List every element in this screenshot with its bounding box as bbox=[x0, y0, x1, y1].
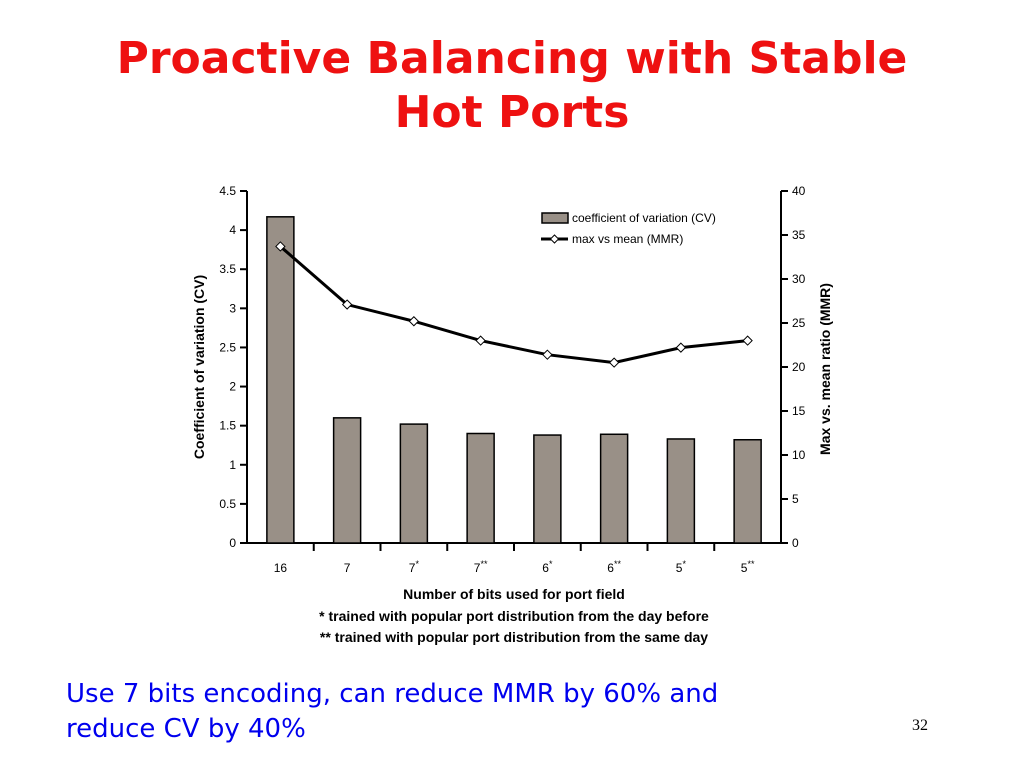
right-tick-label: 20 bbox=[792, 360, 806, 374]
left-tick-label: 4 bbox=[229, 223, 236, 237]
left-tick-label: 3.5 bbox=[219, 262, 236, 276]
mmr-point bbox=[275, 241, 286, 252]
mmr-point bbox=[475, 335, 486, 346]
left-tick-label: 0 bbox=[229, 536, 236, 550]
caption-line-1: Use 7 bits encoding, can reduce MMR by 6… bbox=[66, 679, 719, 709]
cv-bar bbox=[666, 438, 696, 544]
left-tick-label: 3 bbox=[229, 301, 236, 315]
slide-title-line-2: Hot Ports bbox=[394, 87, 630, 138]
mmr-line-path bbox=[279, 245, 748, 365]
legend-label-mmr: max vs mean (MMR) bbox=[572, 232, 683, 246]
right-tick-label: 0 bbox=[792, 536, 799, 550]
cv-bars bbox=[266, 216, 762, 544]
mmr-point bbox=[608, 357, 620, 368]
chart-footnote: * trained with popular port distribution… bbox=[319, 608, 709, 624]
left-tick-label: 1.5 bbox=[219, 419, 236, 433]
mmr-point bbox=[408, 316, 420, 327]
cv-bar bbox=[533, 434, 562, 544]
right-tick-label: 30 bbox=[792, 272, 806, 286]
right-tick-label: 25 bbox=[792, 316, 806, 330]
cv-bar bbox=[332, 417, 362, 544]
mmr-point bbox=[341, 299, 353, 310]
x-tick-label: 16 bbox=[274, 561, 288, 575]
x-tick-label: 6** bbox=[607, 559, 621, 575]
left-tick-label: 4.5 bbox=[219, 184, 236, 198]
x-axis-title: Number of bits used for port field bbox=[403, 586, 625, 602]
mmr-point bbox=[542, 349, 553, 360]
caption-line-2: reduce CV by 40% bbox=[66, 714, 306, 744]
x-tick-label: 7 bbox=[344, 561, 351, 575]
slide-caption: Use 7 bits encoding, can reduce MMR by 6… bbox=[66, 677, 718, 747]
x-tick-label: 5* bbox=[676, 559, 687, 575]
chart-footnote: ** trained with popular port distributio… bbox=[320, 629, 708, 645]
x-tick-label: 7* bbox=[409, 559, 420, 575]
mmr-point bbox=[742, 335, 753, 346]
cv-bar bbox=[733, 438, 762, 544]
legend-bar-swatch bbox=[541, 212, 569, 224]
slide-title: Proactive Balancing with Stable Hot Port… bbox=[0, 32, 1024, 140]
cv-bar bbox=[599, 433, 629, 544]
mmr-point bbox=[675, 342, 687, 353]
y-left-axis-title: Coefficient of variation (CV) bbox=[191, 275, 207, 459]
chart-axes bbox=[240, 190, 788, 551]
cv-bar bbox=[466, 432, 495, 544]
right-tick-label: 5 bbox=[792, 492, 799, 506]
cv-bar bbox=[266, 216, 295, 544]
right-tick-label: 35 bbox=[792, 228, 806, 242]
left-tick-label: 2 bbox=[229, 380, 236, 394]
x-tick-label: 7** bbox=[474, 559, 488, 575]
x-tick-label: 6* bbox=[542, 559, 553, 575]
slide-title-line-1: Proactive Balancing with Stable bbox=[116, 33, 908, 84]
y-right-axis-title: Max vs. mean ratio (MMR) bbox=[817, 283, 833, 455]
page-number: 32 bbox=[912, 717, 928, 734]
mmr-line bbox=[275, 241, 753, 368]
legend-label-cv: coefficient of variation (CV) bbox=[572, 211, 716, 225]
left-tick-label: 1 bbox=[229, 458, 236, 472]
x-tick-label: 5** bbox=[741, 559, 755, 575]
right-tick-label: 15 bbox=[792, 404, 806, 418]
right-tick-label: 40 bbox=[792, 184, 806, 198]
chart-labels: 0 0.5 1 1.5 2 2.5 3 3.5 4 4.5 0 5 10 15 20 25 30 35 40 16 7 7… bbox=[191, 184, 833, 645]
chart-legend: coefficient of variation (CV) max vs mean… bbox=[541, 211, 716, 246]
right-tick-label: 10 bbox=[792, 448, 806, 462]
left-tick-label: 2.5 bbox=[219, 340, 236, 354]
legend-diamond-marker bbox=[549, 234, 560, 244]
left-tick-label: 0.5 bbox=[219, 497, 236, 511]
cv-bar bbox=[399, 423, 429, 544]
